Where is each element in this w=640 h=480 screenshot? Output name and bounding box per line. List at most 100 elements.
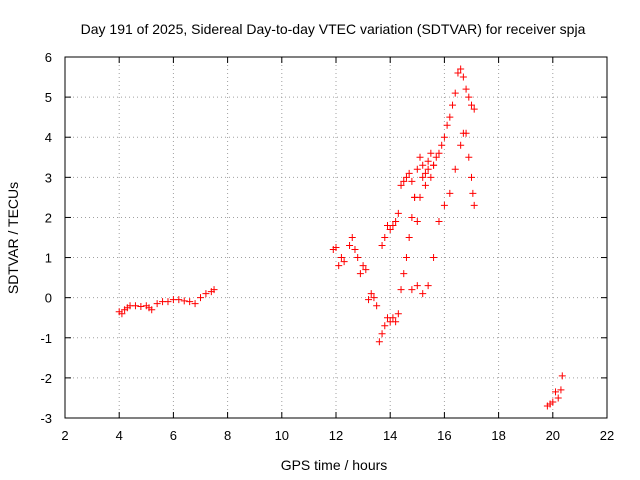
data-point <box>359 262 367 270</box>
x-tick-label: 2 <box>61 428 68 443</box>
data-point <box>427 149 435 157</box>
data-series <box>115 65 566 410</box>
data-point <box>554 394 562 402</box>
data-point <box>202 290 210 298</box>
data-point <box>557 386 565 394</box>
data-point <box>427 173 435 181</box>
x-tick-label: 4 <box>116 428 123 443</box>
y-tick-label: 2 <box>45 210 52 225</box>
data-point <box>454 69 462 77</box>
data-point <box>348 234 356 241</box>
data-point <box>435 149 443 157</box>
data-point <box>424 282 432 290</box>
data-point <box>419 290 427 298</box>
data-point <box>451 165 459 173</box>
data-point <box>424 157 432 165</box>
data-point <box>191 300 199 308</box>
data-point <box>558 372 566 380</box>
data-point <box>413 282 421 290</box>
data-point <box>440 133 448 141</box>
data-point <box>465 153 473 161</box>
data-point <box>419 161 427 169</box>
data-point <box>337 254 345 262</box>
data-point <box>340 258 348 266</box>
data-point <box>118 310 126 318</box>
x-tick-label: 14 <box>383 428 397 443</box>
data-point <box>197 294 204 302</box>
data-point <box>470 105 478 113</box>
data-point <box>346 242 354 250</box>
data-point <box>457 141 465 149</box>
x-tick-label: 18 <box>491 428 505 443</box>
data-point <box>131 302 139 310</box>
data-point <box>389 314 397 322</box>
data-point <box>440 201 448 209</box>
y-tick-label: -1 <box>40 331 52 346</box>
data-point <box>392 318 400 326</box>
data-point <box>416 153 424 161</box>
data-point <box>394 209 402 217</box>
data-point <box>362 266 370 274</box>
data-point <box>457 65 465 73</box>
data-point <box>438 141 446 149</box>
data-point <box>432 153 440 161</box>
data-point <box>470 201 478 209</box>
data-point <box>405 169 413 177</box>
data-point <box>462 129 470 137</box>
data-point <box>137 302 145 310</box>
data-point <box>397 181 405 189</box>
data-point <box>389 221 397 229</box>
x-tick-label: 20 <box>546 428 560 443</box>
x-tick-label: 22 <box>600 428 614 443</box>
y-tick-label: 1 <box>45 251 52 266</box>
data-point <box>413 165 421 173</box>
data-point <box>392 217 400 225</box>
data-point <box>402 254 410 262</box>
data-point <box>332 244 340 252</box>
data-point <box>367 290 375 298</box>
x-tick-label: 10 <box>275 428 289 443</box>
data-point <box>408 286 416 294</box>
data-point <box>210 286 218 294</box>
data-point <box>446 189 454 197</box>
data-point <box>378 330 386 338</box>
data-point <box>400 270 408 278</box>
data-point <box>351 246 359 254</box>
data-point <box>424 165 432 173</box>
data-point <box>449 101 457 109</box>
data-point <box>381 322 389 330</box>
data-point <box>365 296 373 304</box>
data-point <box>421 181 429 189</box>
y-tick-label: -2 <box>40 371 52 386</box>
data-point <box>451 89 459 97</box>
data-point <box>443 121 451 129</box>
data-point <box>446 113 454 121</box>
data-point <box>411 193 419 201</box>
y-tick-label: -3 <box>40 411 52 426</box>
data-point <box>552 388 560 396</box>
data-point <box>465 93 473 101</box>
data-point <box>419 173 427 181</box>
x-tick-label: 6 <box>170 428 177 443</box>
data-point <box>386 225 394 233</box>
y-tick-label: 4 <box>45 130 52 145</box>
data-point <box>148 306 156 314</box>
data-point <box>335 262 343 270</box>
data-point <box>153 300 161 308</box>
data-point <box>378 242 386 250</box>
data-point <box>375 338 383 346</box>
data-point <box>435 217 443 225</box>
data-point <box>468 101 475 109</box>
data-point <box>408 213 416 221</box>
data-point <box>175 296 183 304</box>
y-axis-label: SDTVAR / TECUs <box>5 182 21 294</box>
x-tick-label: 8 <box>224 428 231 443</box>
x-axis-label: GPS time / hours <box>281 457 388 473</box>
data-point <box>402 173 410 181</box>
data-point <box>469 189 477 197</box>
y-tick-label: 3 <box>45 170 52 185</box>
data-point <box>459 73 467 81</box>
data-point <box>408 177 416 185</box>
